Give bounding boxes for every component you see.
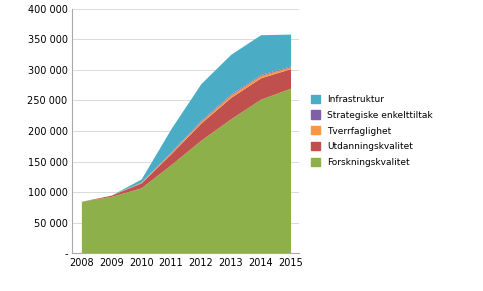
Legend: Infrastruktur, Strategiske enkelttiltak, Tverrfaglighet, Utdanningskvalitet, For: Infrastruktur, Strategiske enkelttiltak,… — [309, 92, 436, 170]
